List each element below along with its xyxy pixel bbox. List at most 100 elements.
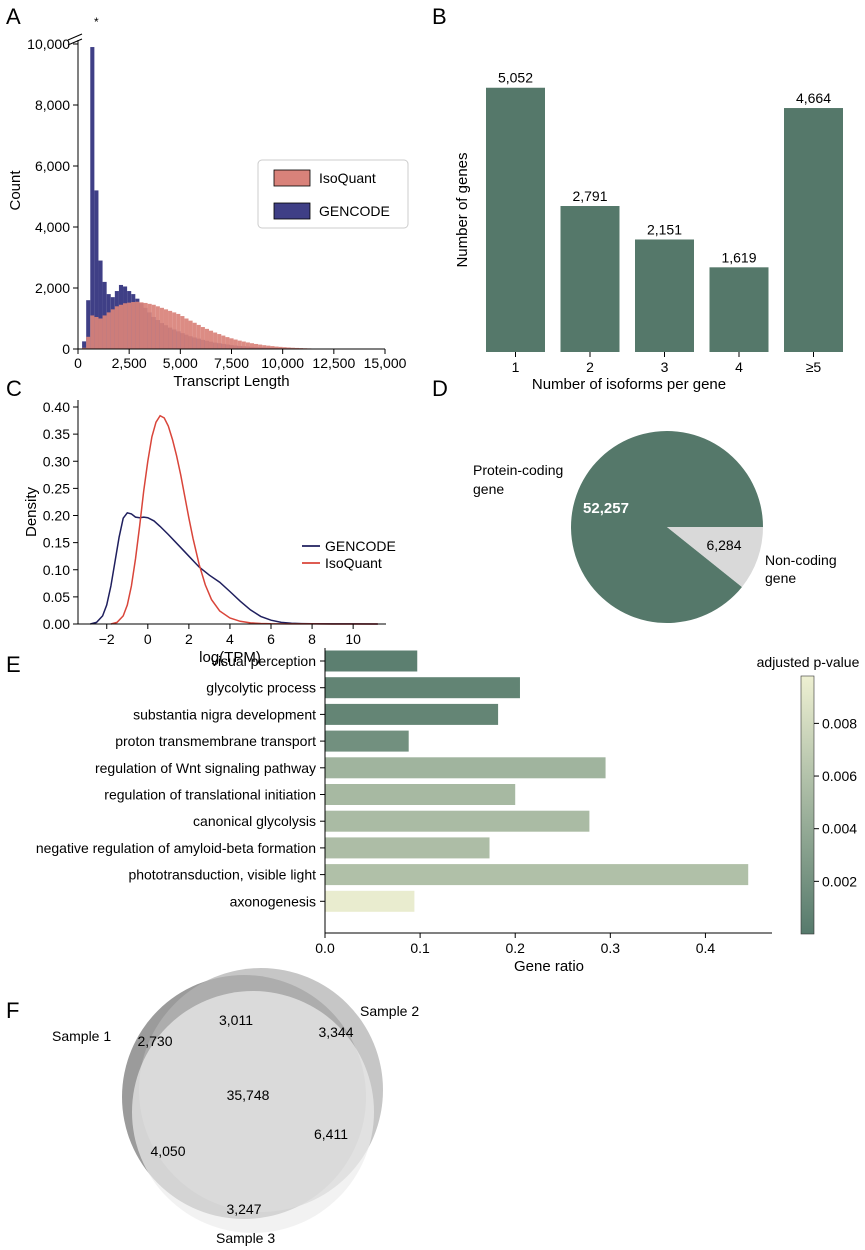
hist-bar-isoquant: [135, 301, 140, 349]
hist-bar-isoquant: [290, 347, 295, 349]
x-tick-label: 8: [308, 631, 316, 647]
venn-set-label-sample-1: Sample 1: [52, 1028, 111, 1044]
go-term-label: visual perception: [211, 653, 316, 669]
colorbar-tick-label: 0.006: [822, 768, 857, 784]
hist-bar-isoquant: [168, 310, 173, 349]
legend-swatch-gencode: [273, 202, 311, 220]
hist-bar-isoquant: [241, 341, 246, 349]
y-tick-label: 6,000: [35, 158, 70, 174]
hist-bar-isoquant: [217, 334, 222, 349]
go-bar: [325, 650, 418, 672]
go-term-label: negative regulation of amyloid-beta form…: [36, 840, 316, 856]
panel-letter-e: E: [6, 652, 21, 677]
y-tick-label: 2,000: [35, 280, 70, 296]
x-tick-label: 0.2: [505, 940, 525, 956]
hist-bar-isoquant: [94, 316, 99, 349]
kde-line-gencode: [90, 511, 378, 625]
panel-letter-f: F: [6, 998, 19, 1023]
bar-value-label: 2,791: [572, 188, 607, 204]
y-axis-label: Count: [7, 170, 24, 211]
go-bar: [325, 837, 490, 859]
hist-bar-isoquant: [270, 346, 275, 349]
venn-region-label: 3,247: [226, 1201, 261, 1217]
legend-label-gencode: GENCODE: [319, 203, 390, 219]
panel-e-go-bar-chart: visual perception glycolytic process subst…: [36, 648, 860, 975]
hist-bar-isoquant: [98, 318, 103, 349]
bar-2: [560, 206, 620, 352]
y-tick-label: 0.40: [43, 399, 70, 415]
colorbar-tick-label: 0.002: [822, 873, 857, 889]
y-tick-label: 0: [62, 341, 70, 357]
go-bar: [325, 784, 516, 805]
go-term-label: regulation of translational initiation: [104, 787, 316, 803]
hist-bar-isoquant: [155, 306, 160, 349]
pie-label-non-coding-line1: Non-coding: [765, 552, 837, 568]
bar-3: [635, 239, 694, 352]
pie-slice-non-coding: [667, 527, 763, 587]
x-tick-label: 4: [735, 359, 743, 375]
panel-d-pie-chart: 52,257 6,284 Protein-coding gene Non-coding g…: [473, 431, 837, 624]
x-tick-label: 2: [586, 359, 594, 375]
pie-value-non-coding: 6,284: [706, 537, 741, 553]
hist-bar-isoquant: [151, 304, 156, 349]
hist-bar-isoquant: [266, 345, 271, 349]
x-tick-label: 3: [661, 359, 669, 375]
go-term-label: axonogenesis: [230, 893, 316, 909]
hist-bar-gencode: [94, 190, 99, 349]
bar-5: [784, 108, 843, 352]
hist-bar-isoquant: [208, 330, 214, 349]
y-tick-label: 0.00: [43, 616, 70, 632]
hist-bar-isoquant: [131, 302, 136, 349]
pie-value-protein-coding: 52,257: [583, 500, 629, 517]
x-tick-label: 7,500: [214, 355, 249, 371]
y-tick-label: 0.05: [43, 589, 70, 605]
panel-b-bar-chart: 5,052 1 2,791 2 2,151 3 1,619 4 4,664 ≥5 Number of…: [454, 70, 843, 393]
hist-bar-isoquant: [249, 343, 255, 349]
axis-break-mark: [67, 38, 83, 46]
go-term-label: proton transmembrane transport: [115, 733, 316, 749]
y-tick-label: 8,000: [35, 97, 70, 113]
go-bar: [325, 677, 520, 699]
hist-bar-isoquant: [184, 318, 189, 349]
hist-bar-isoquant: [221, 335, 226, 349]
hist-bar-isoquant: [176, 313, 181, 349]
hist-bar-isoquant: [127, 302, 132, 349]
y-tick-label: 0.25: [43, 480, 70, 496]
x-axis-label: Transcript Length: [173, 373, 289, 390]
hist-bar-isoquant: [229, 338, 234, 349]
go-term-label: substantia nigra development: [133, 706, 316, 722]
hist-bar-isoquant: [200, 327, 205, 349]
pie-label-protein-coding-line1: Protein-coding: [473, 462, 563, 478]
x-tick-label: 10: [345, 631, 361, 647]
x-tick-label: 2,500: [112, 355, 147, 371]
panel-letter-b: B: [432, 4, 447, 29]
y-axis-label: Density: [23, 486, 40, 537]
go-bar: [325, 864, 749, 886]
bar-4: [709, 267, 769, 352]
y-axis-label: Number of genes: [454, 152, 471, 267]
x-tick-label: 15,000: [364, 355, 407, 371]
colorbar-tick-label: 0.004: [822, 821, 857, 837]
hist-bar-isoquant: [147, 303, 152, 349]
x-tick-label: −2: [99, 631, 115, 647]
hist-bar-isoquant: [86, 336, 91, 349]
go-bar: [325, 757, 606, 779]
hist-bar-isoquant: [254, 343, 259, 349]
venn-region-label: 3,344: [318, 1024, 353, 1040]
x-tick-label: 0: [74, 355, 82, 371]
hist-bar-isoquant: [294, 347, 300, 349]
colorbar-tick-label: 0.008: [822, 715, 857, 731]
hist-bar-isoquant: [196, 324, 201, 349]
venn-circle-sample-3: [132, 991, 374, 1233]
hist-bar-isoquant: [90, 315, 95, 349]
venn-region-label: 6,411: [314, 1126, 348, 1142]
hist-bar-isoquant: [139, 302, 144, 349]
venn-region-label: 2,730: [137, 1033, 172, 1049]
pie-label-non-coding-line2: gene: [765, 570, 796, 586]
y-tick-label: 0.20: [43, 508, 70, 524]
colorbar-title: adjusted p-value: [757, 654, 860, 670]
panel-c-density-plot: −2 0 2 4 6 8 10 0.00 0.05 0.10 0.15 0.20 0.25 0.30 0.3…: [23, 399, 396, 666]
go-term-label: regulation of Wnt signaling pathway: [95, 760, 316, 776]
panel-f-venn-diagram: Sample 1 Sample 2 Sample 3 3,011 2,730 3,344 3…: [52, 968, 419, 1246]
hist-bar-isoquant: [282, 347, 287, 349]
